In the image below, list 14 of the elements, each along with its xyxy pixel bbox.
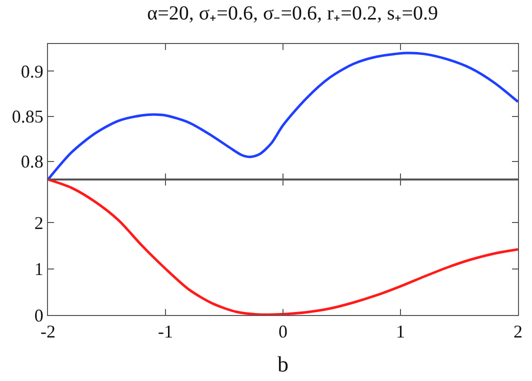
- x-tick-label: 1: [396, 322, 405, 342]
- x-tick-label: -2: [40, 322, 56, 342]
- x-axis-title: b: [278, 352, 288, 376]
- y-tick-label: 0.8: [20, 152, 44, 172]
- y-tick-label: 2: [34, 212, 44, 233]
- chart-title: α=20, σ₊=0.6, σ₋=0.6, r₊=0.2, s₊=0.9: [147, 2, 438, 25]
- y-tick-label: 0.9: [20, 61, 44, 82]
- y-tick-label: 0: [34, 305, 44, 326]
- y-tick-label: 0.85: [12, 106, 44, 127]
- x-tick-label: -1: [158, 322, 173, 342]
- x-tick-label: 2: [514, 322, 522, 342]
- y-tick-label: 1: [34, 259, 44, 280]
- line-series: [48, 52, 518, 180]
- x-tick-label: 0: [278, 322, 288, 342]
